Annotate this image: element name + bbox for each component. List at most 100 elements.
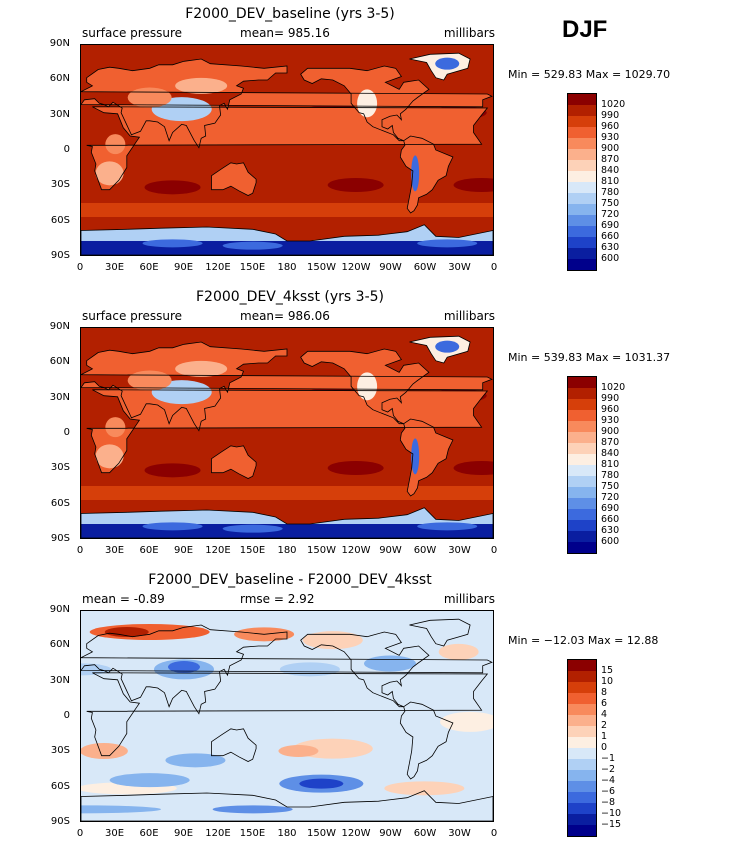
colorbar-level-label: 720	[601, 209, 620, 220]
colorbar-swatch	[567, 682, 597, 693]
units-label: millibars	[443, 309, 495, 323]
colorbar-swatch	[567, 542, 597, 554]
colorbar-level-label: 690	[601, 220, 620, 231]
variable-label: surface pressure	[82, 26, 182, 40]
lon-tick-label: 0	[490, 545, 498, 556]
lat-tick-label: 30S	[50, 745, 70, 757]
colorbar-swatch	[567, 443, 597, 454]
colorbar-swatch	[567, 182, 597, 193]
colorbar-swatch	[567, 388, 597, 399]
colorbar-level-label: 870	[601, 437, 620, 448]
lon-tick-label: 30E	[104, 262, 125, 273]
colorbar-swatch	[567, 659, 597, 671]
colorbar-level-label: 1020	[601, 99, 626, 110]
colorbar-level-label: 780	[601, 470, 620, 481]
lon-tick-label: 90E	[173, 545, 194, 556]
colorbar-swatch	[567, 726, 597, 737]
colorbar-level-label: 0	[601, 742, 608, 753]
colorbar-level-label: 660	[601, 514, 620, 525]
lat-tick-label: 60N	[49, 356, 70, 368]
colorbar-level-label: −2	[601, 764, 616, 775]
colorbar-level-label: 600	[601, 253, 620, 264]
lon-tick-label: 90W	[379, 262, 402, 273]
panel-title: F2000_DEV_baseline - F2000_DEV_4ksst	[148, 572, 432, 588]
lon-tick-label: 150W	[307, 545, 336, 556]
lat-tick-label: 30N	[49, 391, 70, 403]
colorbar-level-label: 10	[601, 676, 614, 687]
colorbar-swatch	[567, 171, 597, 182]
colorbar-swatch	[567, 105, 597, 116]
colorbar-level-label: −10	[601, 808, 622, 819]
colorbar-swatch	[567, 421, 597, 432]
lon-tick-label: 30E	[104, 828, 125, 839]
colorbar-level-label: 1020	[601, 382, 626, 393]
lon-tick-label: 30W	[448, 545, 471, 556]
lon-tick-label: 150E	[239, 545, 266, 556]
colorbar-level-label: −15	[601, 819, 622, 830]
colorbar-swatch	[567, 737, 597, 748]
lon-tick-label: 90W	[379, 828, 402, 839]
colorbar-swatch	[567, 160, 597, 171]
colorbar-swatch	[567, 399, 597, 410]
colorbar-level-label: 990	[601, 110, 620, 121]
panel-title: F2000_DEV_baseline (yrs 3-5)	[185, 6, 395, 22]
colorbar-swatch	[567, 671, 597, 682]
colorbar-level-label: 930	[601, 132, 620, 143]
colorbar-level-label: 6	[601, 698, 608, 709]
min-max-label: Min = 539.83 Max = 1031.37	[508, 351, 671, 364]
colorbar-swatch	[567, 259, 597, 271]
lat-tick-label: 0	[63, 427, 70, 438]
map-field	[81, 45, 493, 255]
colorbar-level-label: 780	[601, 187, 620, 198]
lon-tick-label: 60E	[139, 545, 159, 556]
colorbar-level-label: 750	[601, 198, 620, 209]
colorbar-level-label: 930	[601, 415, 620, 426]
lat-tick-label: 30N	[49, 108, 70, 120]
colorbar-level-label: −8	[601, 797, 616, 808]
colorbar-swatch	[567, 193, 597, 204]
colorbar-swatch	[567, 748, 597, 759]
panel-title: F2000_DEV_4ksst (yrs 3-5)	[195, 289, 384, 305]
min-max-label: Min = 529.83 Max = 1029.70	[508, 68, 671, 81]
colorbar	[567, 376, 597, 554]
lat-tick-label: 60S	[50, 214, 70, 226]
colorbar-swatch	[567, 116, 597, 127]
lon-tick-label: 0	[76, 828, 84, 839]
colorbar-swatch	[567, 476, 597, 487]
lon-tick-label: 180	[277, 545, 297, 556]
map-panel-difference: F2000_DEV_baseline - F2000_DEV_4ksst mea…	[0, 566, 733, 849]
map-panel-4ksst: F2000_DEV_4ksst (yrs 3-5) surface pressu…	[0, 283, 733, 566]
lon-tick-label: 150W	[307, 262, 336, 273]
colorbar-swatch	[567, 792, 597, 803]
colorbar-swatch	[567, 487, 597, 498]
lat-tick-label: 90N	[49, 604, 70, 615]
colorbar-swatch	[567, 814, 597, 825]
lon-tick-label: 60E	[139, 828, 159, 839]
colorbar-level-label: 990	[601, 393, 620, 404]
colorbar-swatch	[567, 248, 597, 259]
colorbar-swatch	[567, 509, 597, 520]
colorbar-level-label: 960	[601, 121, 620, 132]
colorbar-swatch	[567, 204, 597, 215]
lon-tick-label: 60W	[413, 262, 437, 273]
lon-tick-label: 90W	[379, 545, 402, 556]
colorbar-level-label: 810	[601, 459, 620, 470]
lon-tick-label: 150E	[239, 262, 266, 273]
lon-tick-label: 180	[277, 828, 297, 839]
lat-tick-label: 30N	[49, 674, 70, 686]
lon-tick-label: 0	[76, 545, 84, 556]
lat-tick-label: 30S	[50, 462, 70, 474]
variable-label: surface pressure	[82, 309, 182, 323]
lat-tick-label: 60N	[49, 73, 70, 85]
season-label: DJF	[562, 16, 608, 43]
colorbar-swatch	[567, 803, 597, 814]
colorbar-swatch	[567, 376, 597, 388]
colorbar	[567, 93, 597, 271]
lat-tick-label: 90S	[50, 533, 70, 544]
colorbar-level-label: 870	[601, 154, 620, 165]
colorbar-level-label: 2	[601, 720, 608, 731]
colorbar-level-label: 840	[601, 165, 620, 176]
lat-tick-label: 90S	[50, 816, 70, 827]
map-field	[81, 328, 493, 538]
mean-label: mean= 985.16	[240, 26, 330, 40]
